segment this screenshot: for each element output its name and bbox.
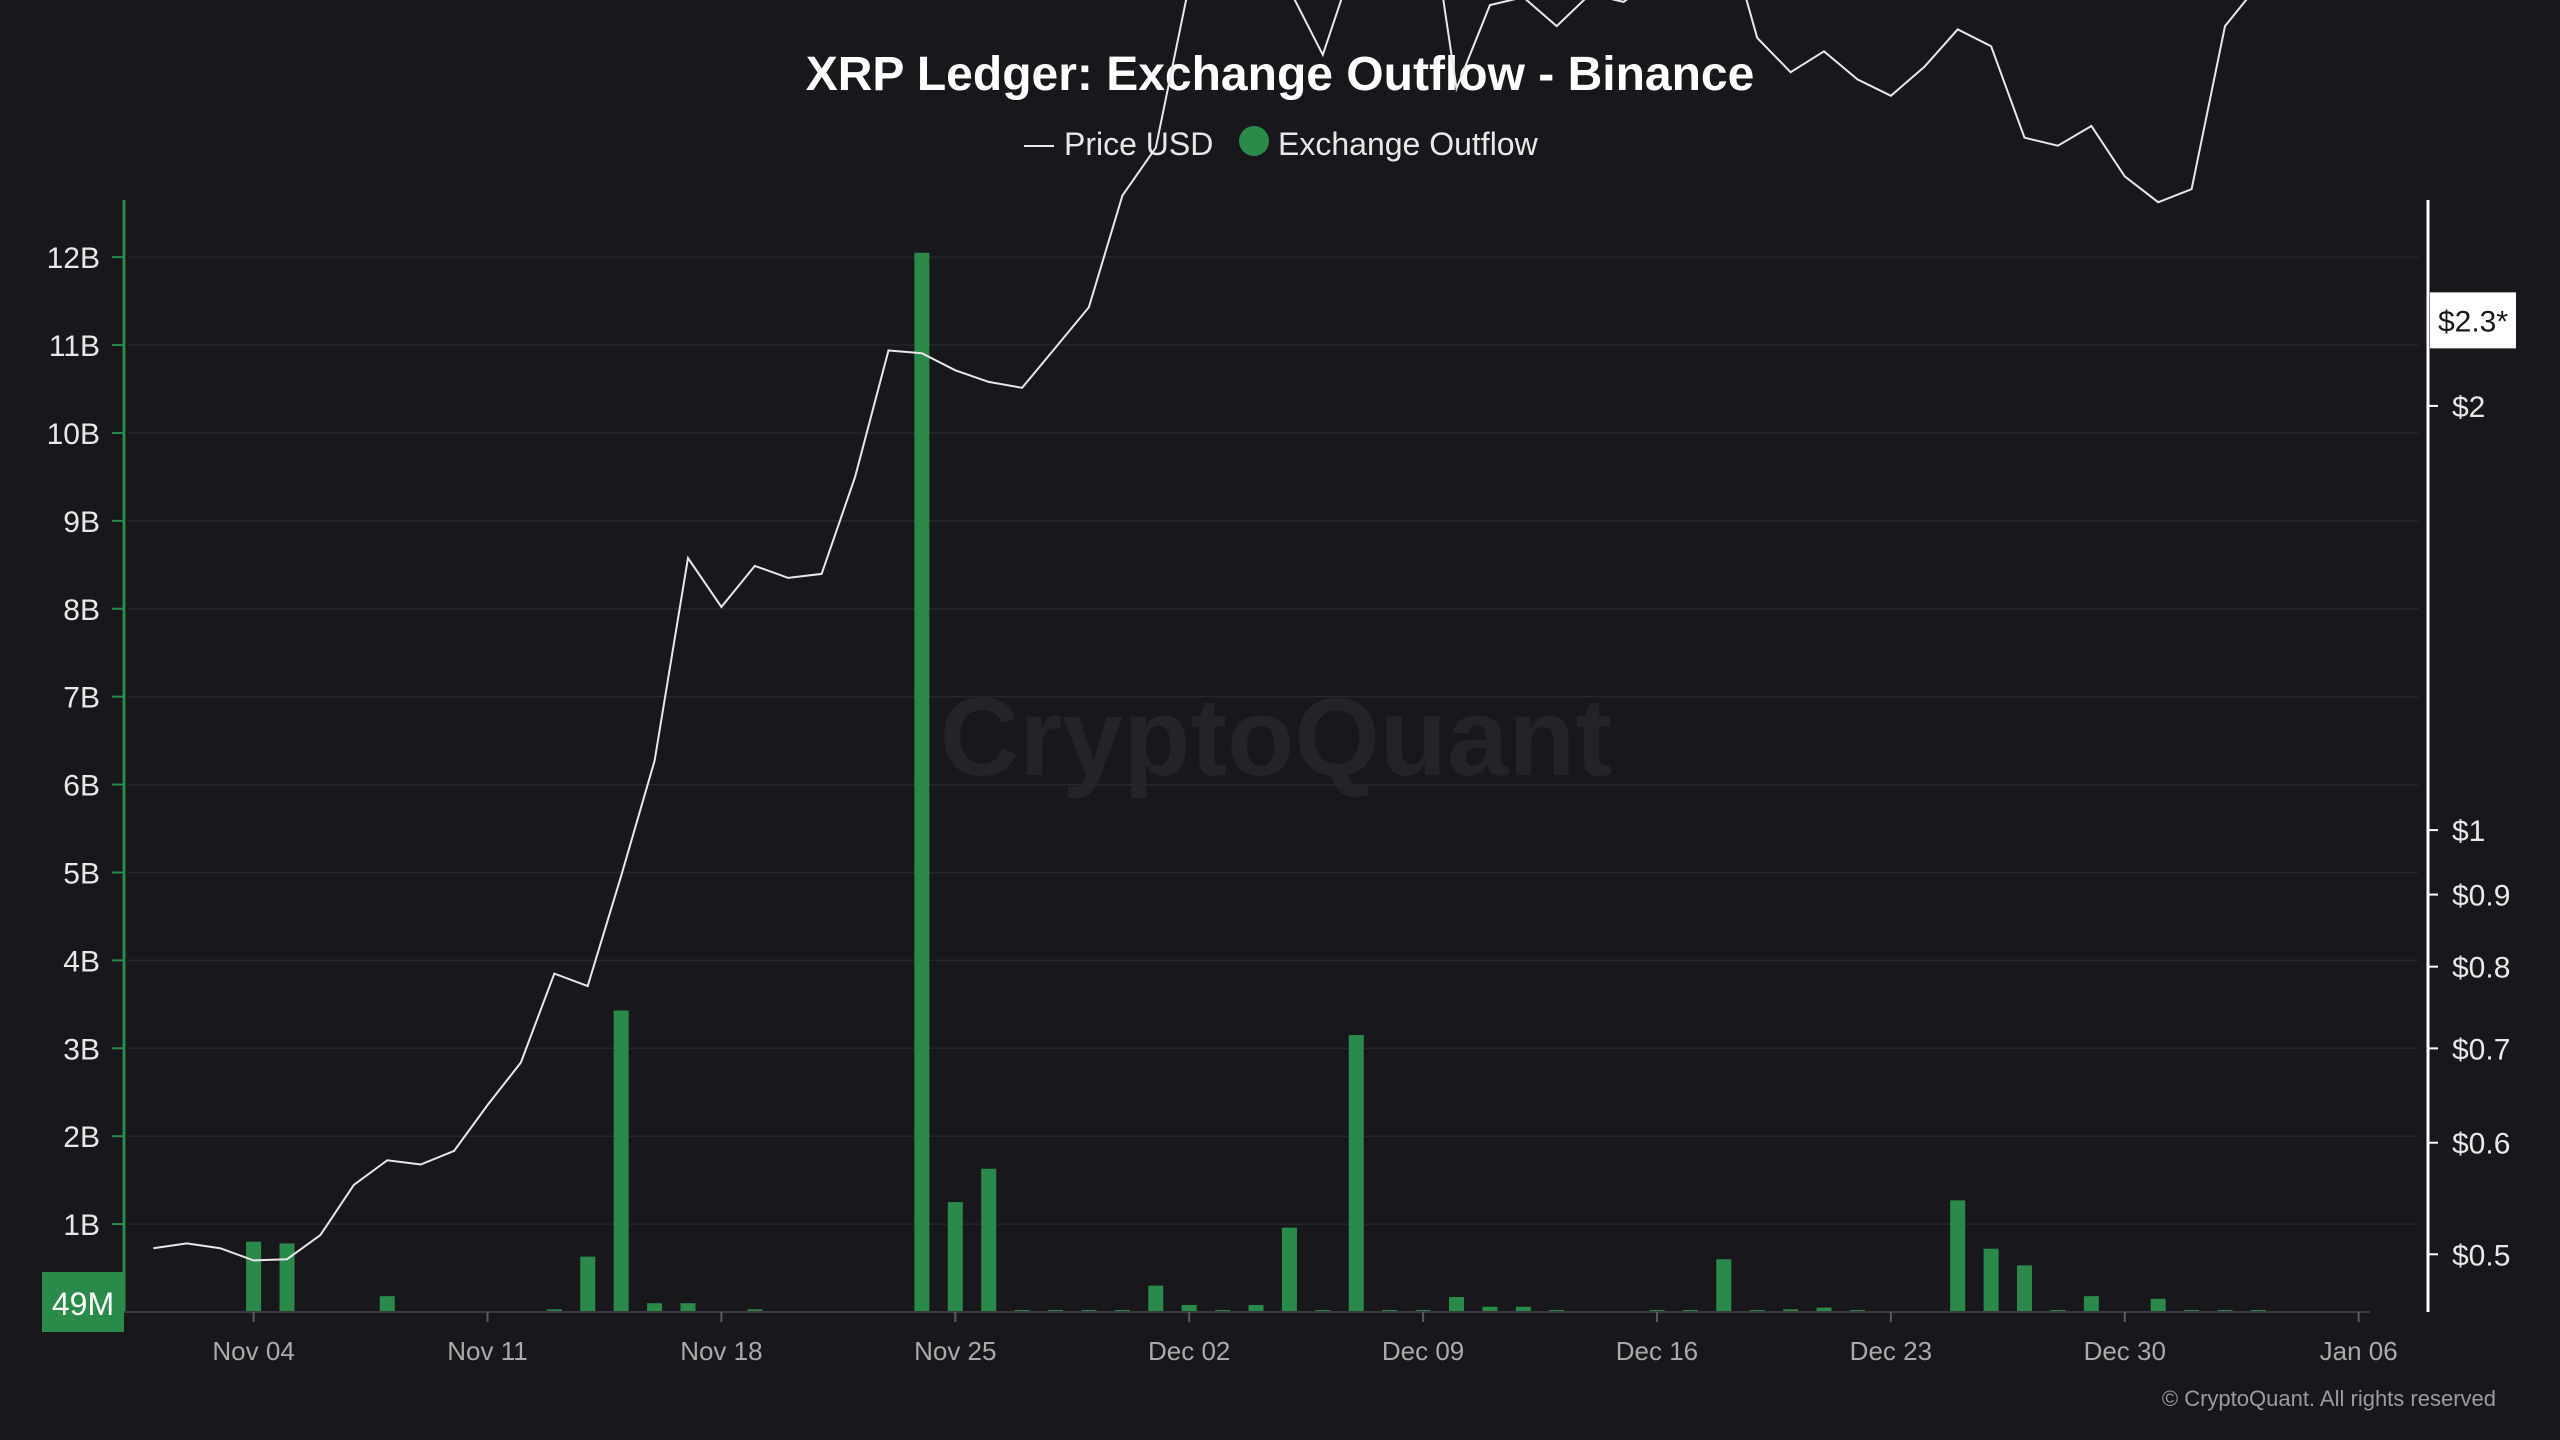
x-axis-tick-label: Nov 18 [680, 1336, 762, 1366]
x-axis-tick-label: Dec 09 [1382, 1336, 1464, 1366]
outflow-bar[interactable] [947, 1202, 963, 1312]
left-current-badge-label: 49M [52, 1286, 114, 1322]
outflow-bar[interactable] [2150, 1298, 2166, 1312]
left-axis-tick-label: 9B [63, 506, 100, 539]
outflow-bar[interactable] [747, 1309, 763, 1312]
right-axis-tick-label: $1 [2452, 815, 2485, 848]
left-axis-tick-label: 12B [47, 242, 100, 275]
outflow-bar[interactable] [613, 1010, 629, 1312]
outflow-bar[interactable] [1348, 1035, 1364, 1312]
right-current-badge-bg [2430, 292, 2516, 349]
x-axis-tick-label: Nov 11 [447, 1336, 527, 1366]
copyright-text: © CryptoQuant. All rights reserved [2162, 1386, 2496, 1411]
left-current-badge: 49M [42, 1272, 124, 1332]
right-current-badge-label: $2.3* [2438, 305, 2508, 338]
outflow-bar[interactable] [1950, 1200, 1966, 1312]
price-line[interactable] [153, 0, 2358, 1262]
left-current-badge-bg [42, 1272, 124, 1332]
left-axis-tick-label: 1B [63, 1209, 100, 1242]
outflow-bar[interactable] [2083, 1296, 2099, 1312]
legend-price-label[interactable]: Price USD [1064, 126, 1213, 162]
outflow-bar[interactable] [1448, 1297, 1464, 1312]
outflow-bar[interactable] [1816, 1307, 1832, 1312]
left-axis-tick-label: 3B [63, 1033, 100, 1066]
outflow-bar[interactable] [1983, 1248, 1999, 1312]
outflow-bar[interactable] [1716, 1259, 1732, 1312]
outflow-bar[interactable] [680, 1303, 696, 1312]
outflow-bar[interactable] [647, 1303, 663, 1312]
outflow-bar[interactable] [914, 252, 930, 1313]
outflow-bar[interactable] [379, 1296, 395, 1312]
right-axis: $0.5 $0.6 $0.7 $0.8 $0.9 $1 $2 [2426, 200, 2510, 1312]
outflow-bar[interactable] [1181, 1304, 1197, 1312]
watermark: CryptoQuant [940, 676, 1612, 799]
legend: Price USD Exchange Outflow [1024, 126, 1539, 162]
outflow-bar[interactable] [2017, 1265, 2033, 1312]
left-axis-tick-label: 5B [63, 857, 100, 890]
left-axis-tick-label: 4B [63, 945, 100, 978]
x-axis-tick-label: Dec 02 [1148, 1336, 1230, 1366]
gridlines [128, 256, 2418, 1225]
outflow-bar[interactable] [246, 1241, 262, 1312]
left-axis-tick-label: 11B [49, 330, 100, 363]
right-axis-tick-label: $0.7 [2452, 1033, 2510, 1066]
right-axis-tick-label: $0.5 [2452, 1239, 2510, 1272]
outflow-bar[interactable] [546, 1309, 562, 1312]
x-axis-tick-label: Jan 06 [2320, 1336, 2398, 1366]
left-axis-tick-label: 8B [63, 594, 100, 627]
right-axis-tick-label: $0.9 [2452, 880, 2510, 913]
left-axis-tick-label: 6B [63, 770, 100, 803]
outflow-bar[interactable] [1281, 1227, 1297, 1312]
right-current-badge: $2.3* [2430, 292, 2516, 349]
left-axis-tick-label: 2B [63, 1121, 100, 1154]
x-axis-tick-label: Dec 23 [1850, 1336, 1932, 1366]
legend-outflow-label[interactable]: Exchange Outflow [1278, 126, 1539, 162]
left-axis-tick-label: 7B [63, 682, 100, 715]
x-axis: Nov 04 Nov 11 Nov 18 Nov 25 Dec 02 Dec 09 Dec … [124, 1311, 2398, 1366]
x-axis-tick-label: Dec 30 [2084, 1336, 2166, 1366]
chart-title: XRP Ledger: Exchange Outflow - Binance [806, 48, 1755, 101]
right-axis-tick-label: $0.8 [2452, 952, 2510, 985]
x-axis-tick-label: Nov 04 [212, 1336, 294, 1366]
outflow-bar[interactable] [1783, 1309, 1799, 1312]
left-axis: 1B 2B 3B 4B 5B 6B 7B 8B 9B 10B 11B 12B [47, 200, 126, 1312]
outflow-bar[interactable] [279, 1243, 295, 1312]
right-axis-tick-label: $0.6 [2452, 1128, 2510, 1161]
x-axis-tick-label: Nov 25 [914, 1336, 996, 1366]
legend-dot-marker [1239, 126, 1269, 156]
outflow-bar[interactable] [1148, 1285, 1164, 1312]
outflow-bar[interactable] [1248, 1304, 1264, 1312]
outflow-bar[interactable] [1482, 1306, 1498, 1312]
outflow-bar[interactable] [1515, 1306, 1531, 1312]
right-axis-tick-label: $2 [2452, 391, 2485, 424]
x-axis-tick-label: Dec 16 [1616, 1336, 1698, 1366]
left-axis-tick-label: 10B [47, 418, 100, 451]
outflow-bar[interactable] [580, 1256, 596, 1312]
outflow-bar[interactable] [981, 1168, 997, 1312]
